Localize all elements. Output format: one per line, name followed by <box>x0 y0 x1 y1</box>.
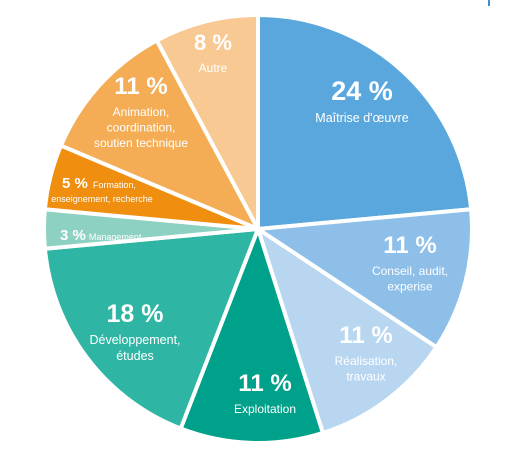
pie-slice-4 <box>178 227 325 445</box>
slice-percent-8: 11 % <box>114 73 167 100</box>
pie-slice-5 <box>42 227 260 431</box>
slice-name-2-line-2: experise <box>387 280 433 294</box>
slice-name-6: Management <box>89 232 142 242</box>
pie-slice-8 <box>58 38 260 231</box>
slice-name-5-line-2: études <box>116 349 154 363</box>
slice-percent-5: 18 % <box>107 300 164 328</box>
slice-percent-6: 3 % <box>60 227 86 244</box>
pie-slice-1 <box>256 13 474 231</box>
slice-label-7: 5 % Formation, <box>62 175 136 192</box>
slice-name-9-line-1: Autre <box>199 61 228 75</box>
pie-slice-3 <box>256 227 439 435</box>
pie-labels: 24 % Maîtrise d'œuvre 11 % Conseil, audit, e… <box>51 30 448 416</box>
pie-slices <box>41 13 474 445</box>
slice-name-3-line-1: Réalisation, <box>335 354 398 368</box>
slice-percent-1: 24 % <box>331 76 393 106</box>
slice-percent-9: 8 % <box>194 30 232 55</box>
slice-name-5-line-1: Développement, <box>89 333 180 347</box>
pie-slice-9 <box>154 13 260 231</box>
slice-name-7-line-1: Formation, <box>93 180 136 190</box>
slice-name-8-line-2: coordination, <box>107 121 176 135</box>
slice-name-7-line-2: enseignement, recherche <box>51 194 153 204</box>
slice-label-6: 3 % Management <box>60 227 142 244</box>
slice-percent-2: 11 % <box>383 232 436 259</box>
slice-name-3-line-2: travaux <box>346 370 385 384</box>
pie-slice-2 <box>256 207 474 350</box>
slice-percent-3: 11 % <box>339 322 392 349</box>
slice-name-8-line-1: Animation, <box>113 105 170 119</box>
slice-name-4-line-1: Exploitation <box>234 402 296 416</box>
slice-percent-7: 5 % <box>62 175 88 192</box>
slice-name-2-line-1: Conseil, audit, <box>372 264 448 278</box>
corner-mark <box>488 0 490 6</box>
slice-name-1-line-1: Maîtrise d'œuvre <box>315 111 408 125</box>
slice-name-8-line-3: soutien technique <box>94 136 188 150</box>
slice-percent-4: 11 % <box>238 370 291 397</box>
